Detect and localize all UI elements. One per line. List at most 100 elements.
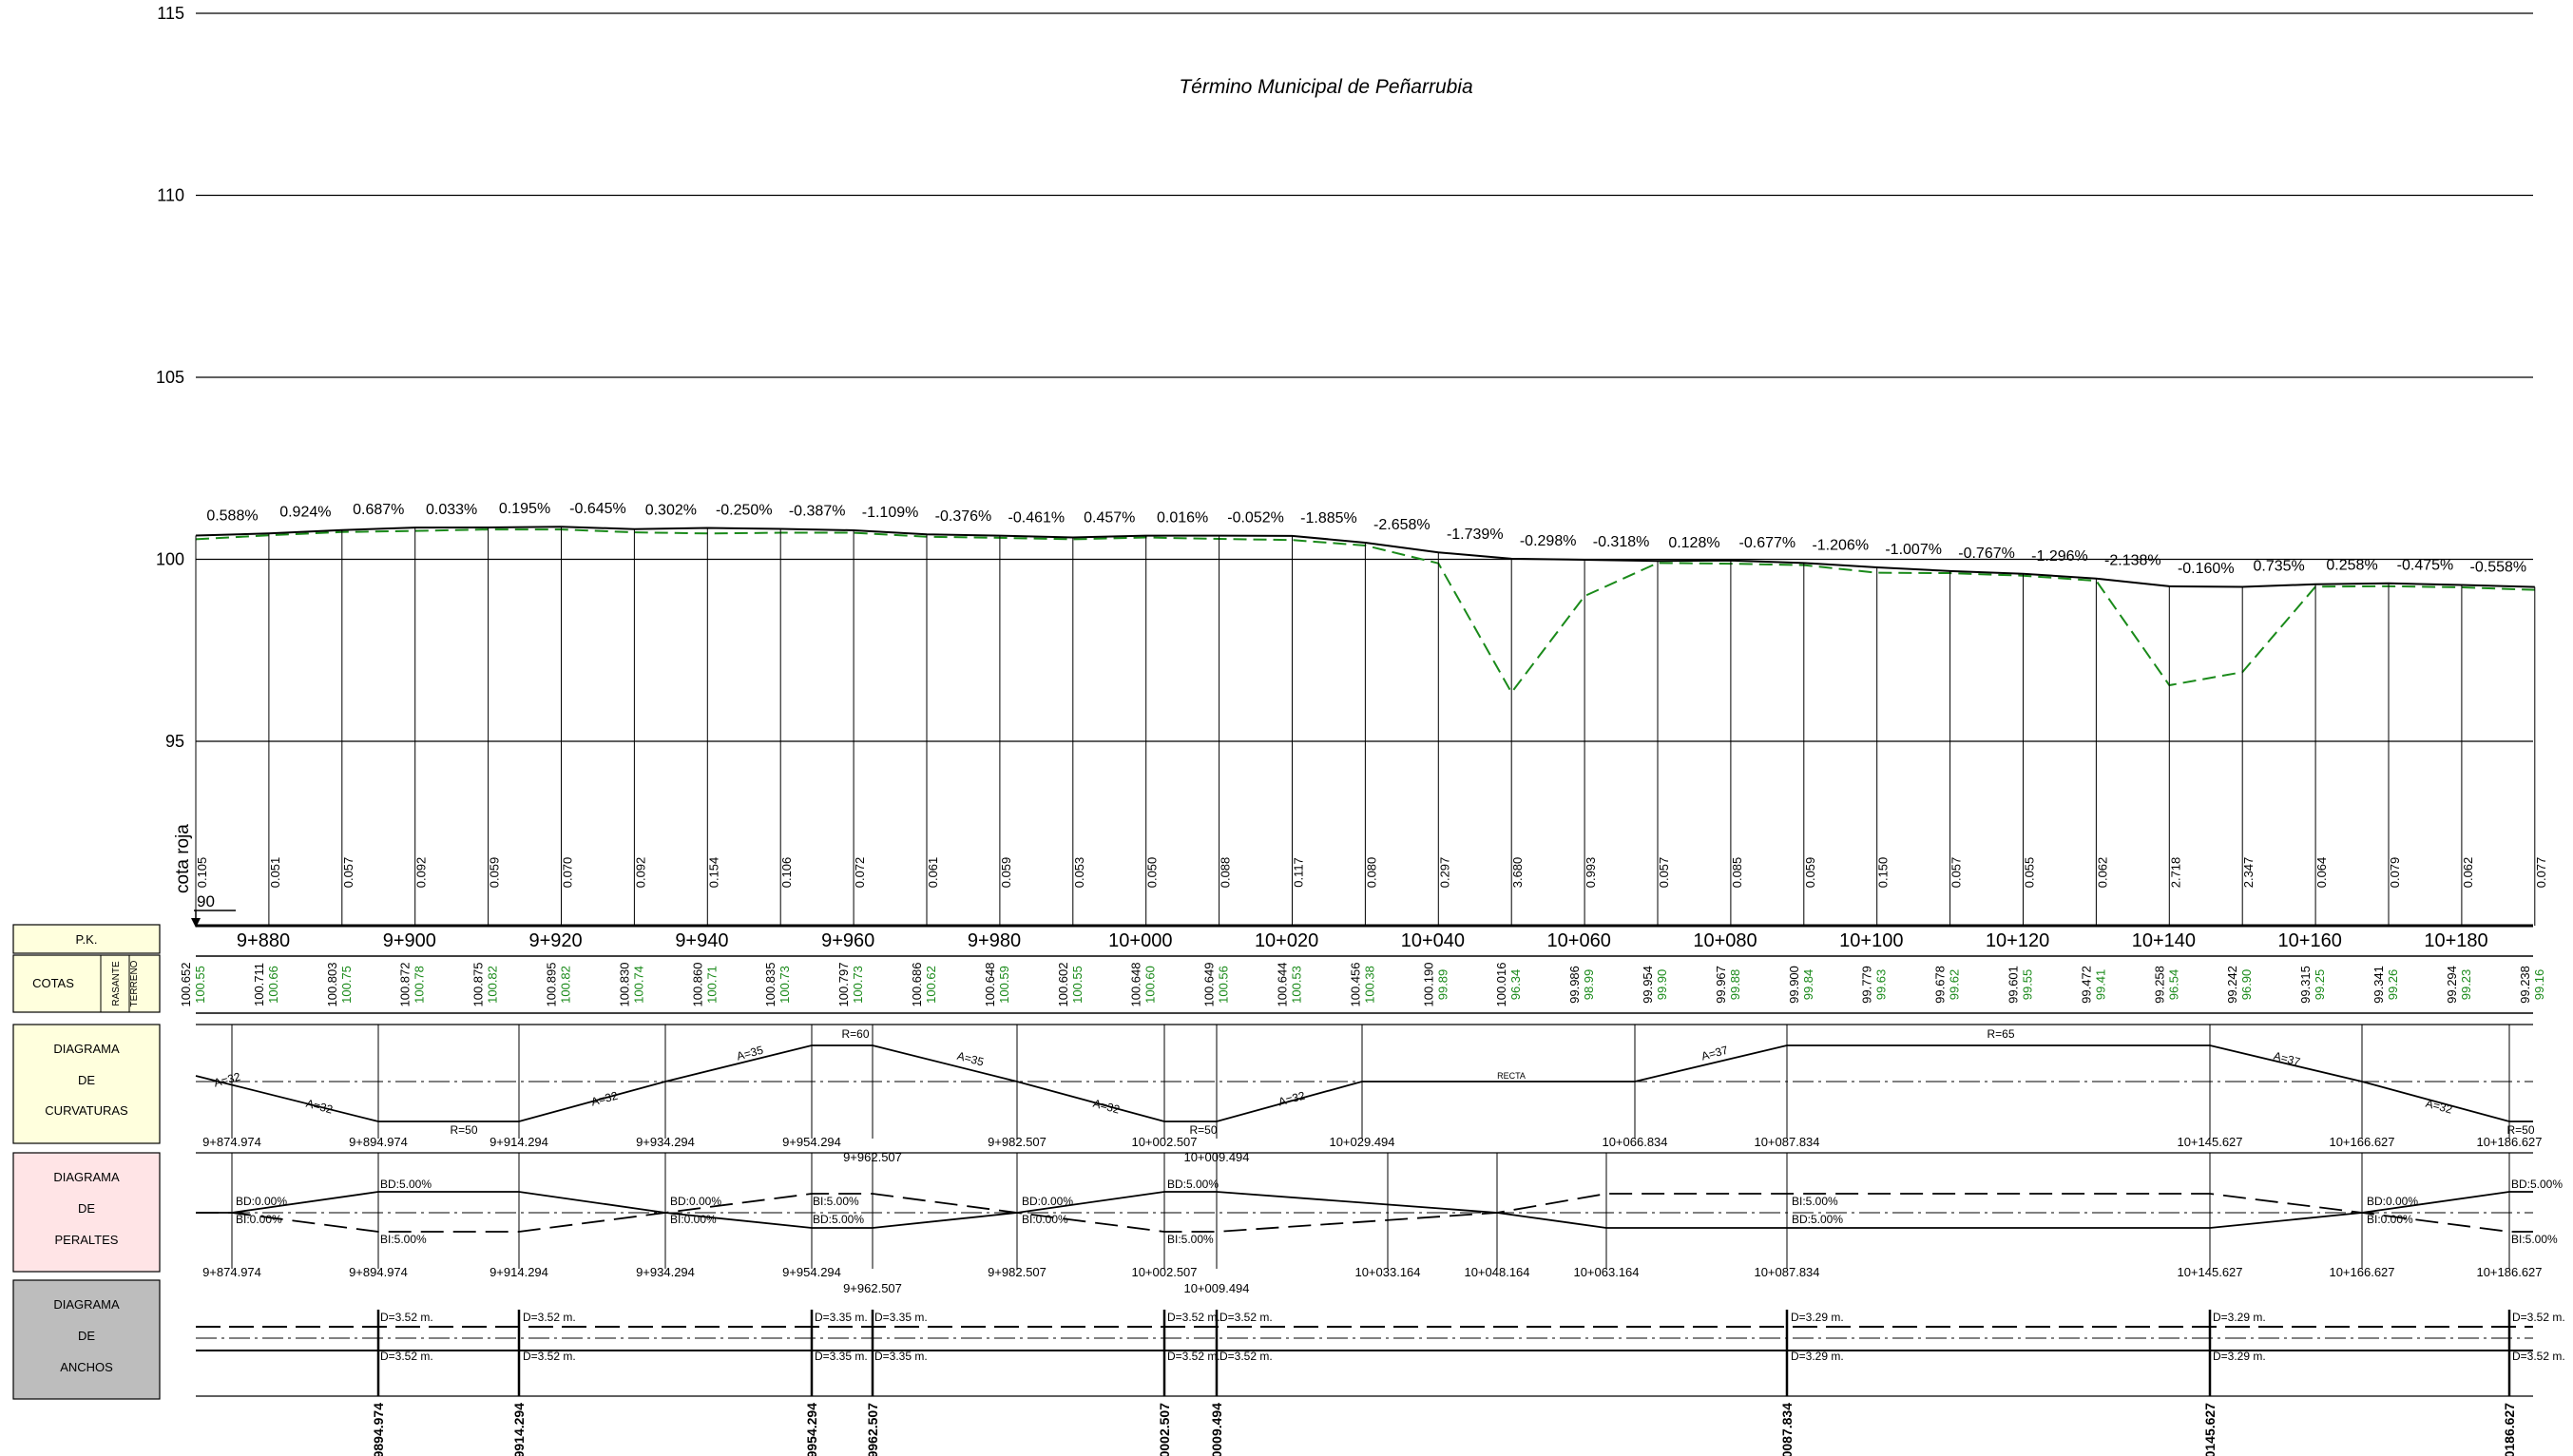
peralte-station: 10+002.507 [1131,1265,1197,1279]
slope-label: -1.109% [862,505,919,521]
rasante-value: 99.986 [1567,966,1582,1004]
cota-roja-value: 2.347 [2241,857,2256,889]
peralte-label: BI:5.00% [380,1233,427,1246]
cota-roja-values: 0.105 0.051 0.057 0.092 0.059 0.070 0.092 0.154… [195,857,2548,889]
pk-label: 10+140 [2132,930,2196,951]
peralte-label: BI:0.00% [2367,1213,2413,1226]
legend-anchos-2: DE [78,1329,95,1343]
cota-roja-value: 0.053 [1072,857,1086,889]
peralte-label: BD:5.00% [1167,1178,1219,1191]
pk-label: 10+060 [1547,930,1611,951]
curvatura-label: A=32 [589,1089,619,1109]
curvatura-label: A=32 [2425,1097,2454,1117]
legend-pk: P.K. [76,932,98,947]
rasante-value: 100.602 [1056,963,1070,1007]
terreno-value: 99.41 [2093,969,2107,1001]
cota-roja-value: 0.117 [1292,857,1306,888]
slope-label: -1.007% [1885,542,1942,558]
slope-label: 0.016% [1157,510,1208,527]
peralte-label: BI:5.00% [813,1195,859,1208]
cota-roja-value: 0.059 [999,857,1013,889]
ancho-label: D=3.29 m. [1791,1311,1844,1324]
curvaturas-diagram: A=32A=32R=50A=32A=35R=60A=35A=32R=50A=32… [195,1024,2543,1164]
slope-label: 0.924% [279,505,331,521]
slope-label: -0.160% [2178,561,2235,577]
cota-roja-value: 0.085 [1730,857,1744,889]
ancho-station: 10002.507 [1157,1403,1172,1456]
cota-roja-value: 0.064 [2314,857,2329,889]
slope-label: -0.645% [569,501,626,517]
pk-label: 9+880 [237,930,290,951]
pk-label: 10+180 [2424,930,2487,951]
elevation-gridlines: 115 110 105 100 95 [156,4,2533,751]
peralte-station: 9+914.294 [490,1265,548,1279]
ancho-label: D=3.52 m. [380,1350,433,1363]
pk-label: 9+920 [529,930,583,951]
slope-labels: 0.588% 0.924% 0.687% 0.033% 0.195% -0.645% 0.3… [206,501,2526,577]
slope-label: 0.258% [2326,558,2377,574]
terreno-value: 99.88 [1728,969,1742,1001]
cota-roja-value: 0.062 [2461,857,2475,889]
ancho-label: D=3.29 m. [2213,1350,2266,1363]
rasante-value: 100.648 [1129,963,1143,1007]
legend-cotas: COTAS [32,976,74,990]
y-tick-label: 105 [156,368,184,387]
cota-roja-value: 2.718 [2168,857,2182,889]
ancho-label: D=3.35 m. [874,1311,928,1324]
terreno-value: 100.66 [266,966,280,1004]
anchos-labels: D=3.52 m.D=3.52 m.D=3.52 m.D=3.52 m.D=3.… [380,1311,2565,1363]
slope-label: -2.658% [1373,517,1431,533]
legend-curvaturas-3: CURVATURAS [45,1103,128,1118]
ancho-label: D=3.35 m. [874,1350,928,1363]
peraltes-labels: BD:0.00% BI:0.00% BD:5.00% BI:5.00% BD:0.00%… [236,1178,2563,1246]
terreno-value: 99.16 [2532,969,2546,1001]
legend-terreno: TERRENO [129,960,140,1006]
cota-roja-value: 0.088 [1219,857,1233,889]
rasante-value: 100.456 [1348,963,1362,1007]
rasante-value: 100.686 [910,963,924,1007]
pk-label: 9+960 [821,930,874,951]
slope-label: -1.296% [2031,548,2088,565]
rasante-value: 100.649 [1202,963,1217,1007]
rasante-value: 100.875 [471,963,486,1007]
peralte-station: 9+954.294 [782,1265,841,1279]
rasante-value: 100.644 [1276,963,1290,1007]
anchos-stations: 9894.974 9914.294 9954.294 9962.507 10002.50… [371,1403,2517,1456]
ancho-label: D=3.52 m. [380,1311,433,1324]
slope-label: -1.206% [1812,537,1869,553]
terreno-value: 99.62 [1948,969,1962,1001]
curvatura-station: 10+087.834 [1754,1135,1819,1149]
terreno-value: 96.90 [2239,969,2254,1001]
terreno-value: 100.62 [924,966,938,1004]
cota-roja-value: 0.072 [853,857,867,889]
ancho-station: 9954.294 [804,1403,819,1456]
terreno-value: 100.73 [778,966,792,1004]
curvatura-label: A=32 [305,1097,335,1117]
terreno-value: 100.75 [339,966,354,1004]
station-verticals [195,527,2536,926]
terreno-value: 98.99 [1582,969,1596,1001]
slope-label: -0.376% [935,508,992,525]
curvatura-station: 9+934.294 [636,1135,695,1149]
peralte-station: 10+166.627 [2329,1265,2394,1279]
pk-label: 10+040 [1401,930,1465,951]
cota-roja-value: 0.154 [706,857,720,889]
ancho-station: 9962.507 [865,1403,880,1456]
curvatura-label: RECTA [1497,1071,1526,1081]
peraltes-stations: 9+874.974 9+894.974 9+914.294 9+934.294 9+95… [202,1265,2542,1295]
ancho-label: D=3.29 m. [1791,1350,1844,1363]
slope-label: 0.687% [353,502,404,518]
rasante-value: 99.678 [1933,966,1948,1004]
peralte-station: 10+033.164 [1354,1265,1420,1279]
peralte-station: 10+145.627 [2177,1265,2242,1279]
pk-label: 10+160 [2278,930,2342,951]
peralte-label: BD:5.00% [380,1178,432,1191]
ancho-station: 10145.627 [2202,1403,2218,1456]
curvatura-label: R=50 [1189,1123,1217,1137]
curvaturas-stations: 9+874.974 9+894.974 9+914.294 9+934.294 9+95… [202,1135,2542,1164]
legend-panel: P.K. COTAS RASANTE TERRENO DIAGRAMA DE C… [12,924,161,1400]
rasante-value: 99.954 [1641,966,1655,1004]
terreno-value: 100.53 [1290,966,1304,1004]
cota-roja-value: 0.297 [1437,857,1451,889]
rasante-value: 99.315 [2298,966,2313,1004]
